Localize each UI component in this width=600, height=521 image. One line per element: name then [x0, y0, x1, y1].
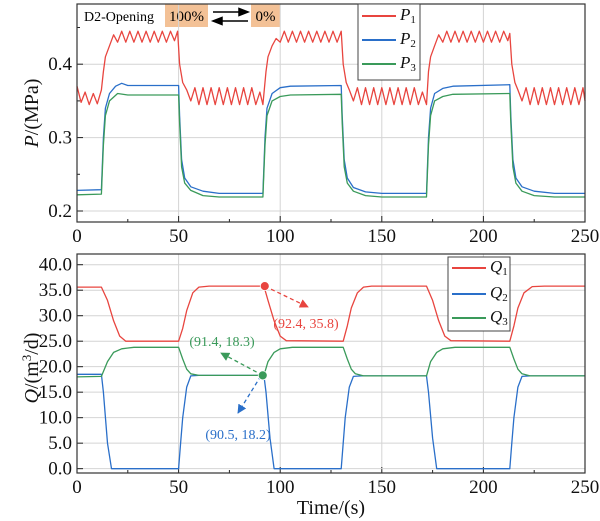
series-line-p2: [76, 82, 585, 195]
legend-label: Q3: [490, 307, 508, 328]
bottom-xlabel: Time/(s): [297, 497, 365, 519]
plot-frame: [76, 253, 586, 474]
y-tick-label: 40.0: [39, 255, 72, 276]
x-tick-label: 150: [368, 226, 397, 247]
data-point-marker: [257, 370, 268, 381]
legend: Q1 Q2 Q3: [447, 256, 511, 332]
y-tick-label: 0.3: [48, 128, 72, 149]
legend-label: P3: [399, 53, 416, 74]
y-tick-label: 20.0: [39, 357, 72, 378]
bottom-ylabel: Q/(m3/d): [19, 333, 44, 404]
x-tick-label: 50: [169, 477, 188, 498]
annotation-arrow: [237, 375, 262, 414]
x-tick-label: 0: [72, 226, 82, 247]
state-b-box: [251, 4, 280, 27]
x-tick-label: 50: [169, 226, 188, 247]
state-a-box: [165, 4, 208, 27]
series-line-q3: [76, 346, 585, 378]
legend-label: P2: [399, 29, 416, 50]
x-tick-label: 200: [469, 226, 498, 247]
data-point-marker: [259, 281, 270, 292]
series-line-q2: [77, 373, 585, 470]
annotation-arrow: [264, 285, 309, 308]
x-tick-label: 100: [266, 477, 295, 498]
pressure-chart: P/(MPa) D2-Opening 100% 0% 0 50 100 150 200 2…: [21, 3, 600, 247]
y-tick-label: 30.0: [39, 306, 72, 327]
legend-label: P1: [399, 5, 416, 26]
annotation-arrow: [220, 352, 264, 376]
legend-label: Q1: [490, 257, 508, 278]
switch-arrows-icon: [210, 7, 251, 26]
y-tick-label: 0.2: [48, 201, 72, 222]
flow-chart: Q/(m3/d) Time/(s) 0 50 100 150 200 250 0.0 5.0 1…: [19, 253, 600, 519]
y-tick-label: 0.4: [48, 54, 72, 75]
x-tick-label: 250: [571, 226, 600, 247]
opening-annotation: D2-Opening 100% 0%: [84, 4, 280, 27]
annotation-label: (92.4, 35.8): [273, 317, 339, 332]
annotation-label: (91.4, 18.3): [189, 335, 255, 350]
y-tick-label: 0.0: [48, 459, 72, 480]
series-line-p3: [76, 92, 585, 198]
x-tick-label: 100: [266, 226, 295, 247]
plot-frame: [76, 3, 586, 223]
y-tick-label: 5.0: [48, 433, 72, 454]
state-a-label: 100%: [169, 9, 204, 25]
x-tick-label: 0: [72, 477, 82, 498]
top-ylabel: P/(MPa): [21, 79, 43, 149]
x-tick-label: 150: [368, 477, 397, 498]
series-line-p1: [76, 30, 586, 106]
series-line-q1: [77, 285, 585, 342]
y-tick-label: 25.0: [39, 331, 72, 352]
y-tick-label: 35.0: [39, 280, 72, 301]
x-tick-label: 200: [469, 477, 498, 498]
legend-label: Q2: [490, 283, 508, 304]
y-tick-label: 15.0: [39, 382, 72, 403]
x-tick-label: 250: [571, 477, 600, 498]
state-b-label: 0%: [256, 9, 276, 25]
opening-prefix: D2-Opening: [84, 10, 154, 25]
annotation-label: (90.5, 18.2): [205, 428, 271, 443]
y-tick-label: 10.0: [39, 408, 72, 429]
legend: P1 P2 P3: [357, 3, 421, 81]
